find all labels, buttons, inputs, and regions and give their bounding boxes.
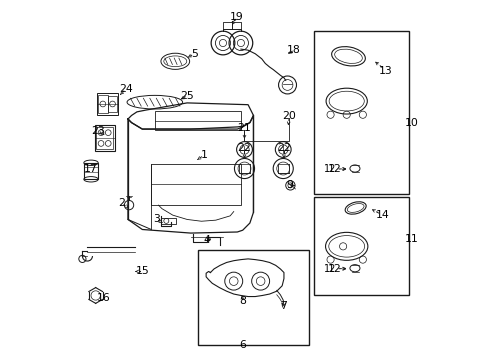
Bar (98, 95, 107, 113)
Text: 5: 5 (190, 49, 197, 59)
Text: 13: 13 (379, 66, 392, 76)
Text: 20: 20 (282, 111, 296, 121)
Bar (94, 126, 115, 150)
Text: 12: 12 (324, 264, 336, 274)
Text: 17: 17 (83, 164, 97, 174)
Bar (97, 93, 118, 115)
Text: 16: 16 (97, 293, 111, 303)
Bar (314, 197, 408, 295)
Bar (96, 127, 113, 149)
Bar (198, 250, 308, 345)
Text: 6: 6 (239, 340, 245, 350)
Text: 1: 1 (201, 150, 207, 160)
Polygon shape (128, 103, 253, 129)
Text: 14: 14 (375, 210, 388, 220)
Text: 21: 21 (237, 123, 251, 133)
Text: 15: 15 (135, 266, 149, 276)
Text: 7: 7 (280, 301, 287, 311)
Text: 3: 3 (153, 215, 160, 224)
Bar (314, 31, 408, 194)
Bar (151, 164, 241, 205)
Text: 9: 9 (285, 180, 292, 190)
Text: 22: 22 (277, 143, 290, 153)
Text: 12: 12 (327, 164, 341, 174)
Text: 22: 22 (237, 143, 251, 153)
Text: 23: 23 (91, 126, 105, 135)
Text: 11: 11 (404, 234, 417, 244)
Text: 10: 10 (404, 118, 417, 128)
Bar (155, 111, 241, 130)
Text: 12: 12 (324, 164, 336, 174)
Text: 19: 19 (229, 12, 243, 22)
Text: 8: 8 (239, 296, 245, 306)
Text: 24: 24 (119, 84, 133, 94)
Text: 12: 12 (327, 264, 341, 274)
Text: 2: 2 (118, 198, 125, 208)
Bar (108, 96, 117, 112)
Text: 18: 18 (286, 45, 300, 55)
Text: 4: 4 (203, 235, 210, 245)
Text: 25: 25 (180, 91, 194, 101)
Bar (83, 163, 98, 179)
Polygon shape (128, 116, 253, 233)
